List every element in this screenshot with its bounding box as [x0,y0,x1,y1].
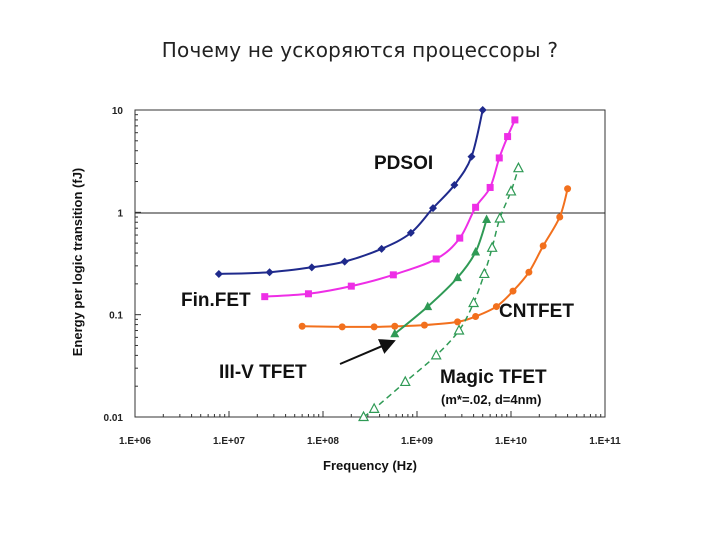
data-point-magic-tfet [494,212,506,223]
y-tick-label: 10 [112,106,124,117]
data-point-magic-tfet [358,410,370,422]
data-point-pdsoi [265,268,274,277]
data-point-cntfet [472,312,480,320]
annotation-magic-params: (m*=.02, d=4nm) [441,392,541,407]
series-cntfet [298,185,572,331]
data-point-cntfet [420,321,428,329]
data-point-fin-fet [504,133,512,141]
data-point-fin-fet [389,271,397,279]
data-point-cntfet [454,318,462,326]
data-point-iii-v-tfet [390,328,400,338]
annotation-finfet: Fin.FET [181,290,251,311]
data-point-pdsoi [450,180,459,189]
data-point-fin-fet [261,293,269,301]
data-point-cntfet [370,323,378,331]
series-pdsoi [214,106,487,278]
x-tick-label: 1.E+09 [401,436,433,447]
data-point-cntfet [298,322,306,330]
data-point-magic-tfet [512,161,524,173]
data-point-pdsoi [467,152,476,161]
plot-frame [134,109,606,418]
data-point-iii-v-tfet [423,301,433,311]
data-point-fin-fet [304,290,312,298]
data-point-cntfet [509,287,517,295]
data-point-magic-tfet [430,349,442,360]
data-point-fin-fet [432,255,440,263]
data-point-pdsoi [340,257,349,266]
data-point-fin-fet [472,203,480,211]
x-tick-label: 1.E+06 [119,436,151,447]
x-tick-label: 1.E+10 [495,436,527,447]
data-point-magic-tfet [468,296,480,308]
data-point-fin-fet [486,183,494,191]
y-axis-label: Energy per logic transition (fJ) [70,168,85,357]
data-point-cntfet [556,213,564,221]
series-line-pdsoi [218,109,484,275]
data-point-magic-tfet [368,402,380,413]
annotation-iiiv-tfet: III-V TFET [219,362,307,383]
data-point-iii-v-tfet [453,272,463,282]
data-point-iii-v-tfet [471,246,481,256]
annotation-pdsoi: PDSOI [374,153,433,174]
data-point-fin-fet [495,154,503,162]
x-tick-label: 1.E+11 [589,436,621,447]
data-point-iii-v-tfet [482,214,492,224]
data-point-cntfet [525,268,533,276]
x-tick-label: 1.E+08 [307,436,339,447]
data-point-fin-fet [347,282,355,290]
data-point-pdsoi [429,204,438,213]
data-point-magic-tfet [399,375,411,387]
data-point-magic-tfet [478,267,490,279]
data-point-fin-fet [511,116,519,124]
data-point-pdsoi [377,244,386,253]
data-point-cntfet [391,322,399,330]
data-point-magic-tfet [505,185,517,196]
data-point-cntfet [338,323,346,331]
data-point-cntfet [492,303,500,311]
data-point-pdsoi [406,228,415,237]
series-magic-tfet [358,161,524,422]
annotation-arrow [339,339,396,365]
data-point-magic-tfet [453,324,465,335]
series-iii-v-tfet [390,214,492,338]
annotation-magic-tfet: Magic TFET [440,367,547,388]
y-tick-label: 0.01 [104,413,124,424]
x-axis-label: Frequency (Hz) [323,458,417,473]
data-point-magic-tfet [486,241,498,252]
slide-title: Почему не ускоряются процессоры ? [161,38,559,62]
x-tick-label: 1.E+07 [213,436,245,447]
data-point-pdsoi [307,263,316,272]
series-fin-fet [261,116,519,301]
data-point-fin-fet [456,234,464,242]
data-point-cntfet [564,185,572,193]
data-point-pdsoi [214,269,223,278]
y-tick-label: 0.1 [109,311,123,322]
data-point-cntfet [539,242,547,250]
annotation-cntfet: CNTFET [499,301,574,322]
y-tick-label: 1 [117,208,123,219]
data-point-pdsoi [478,106,487,114]
